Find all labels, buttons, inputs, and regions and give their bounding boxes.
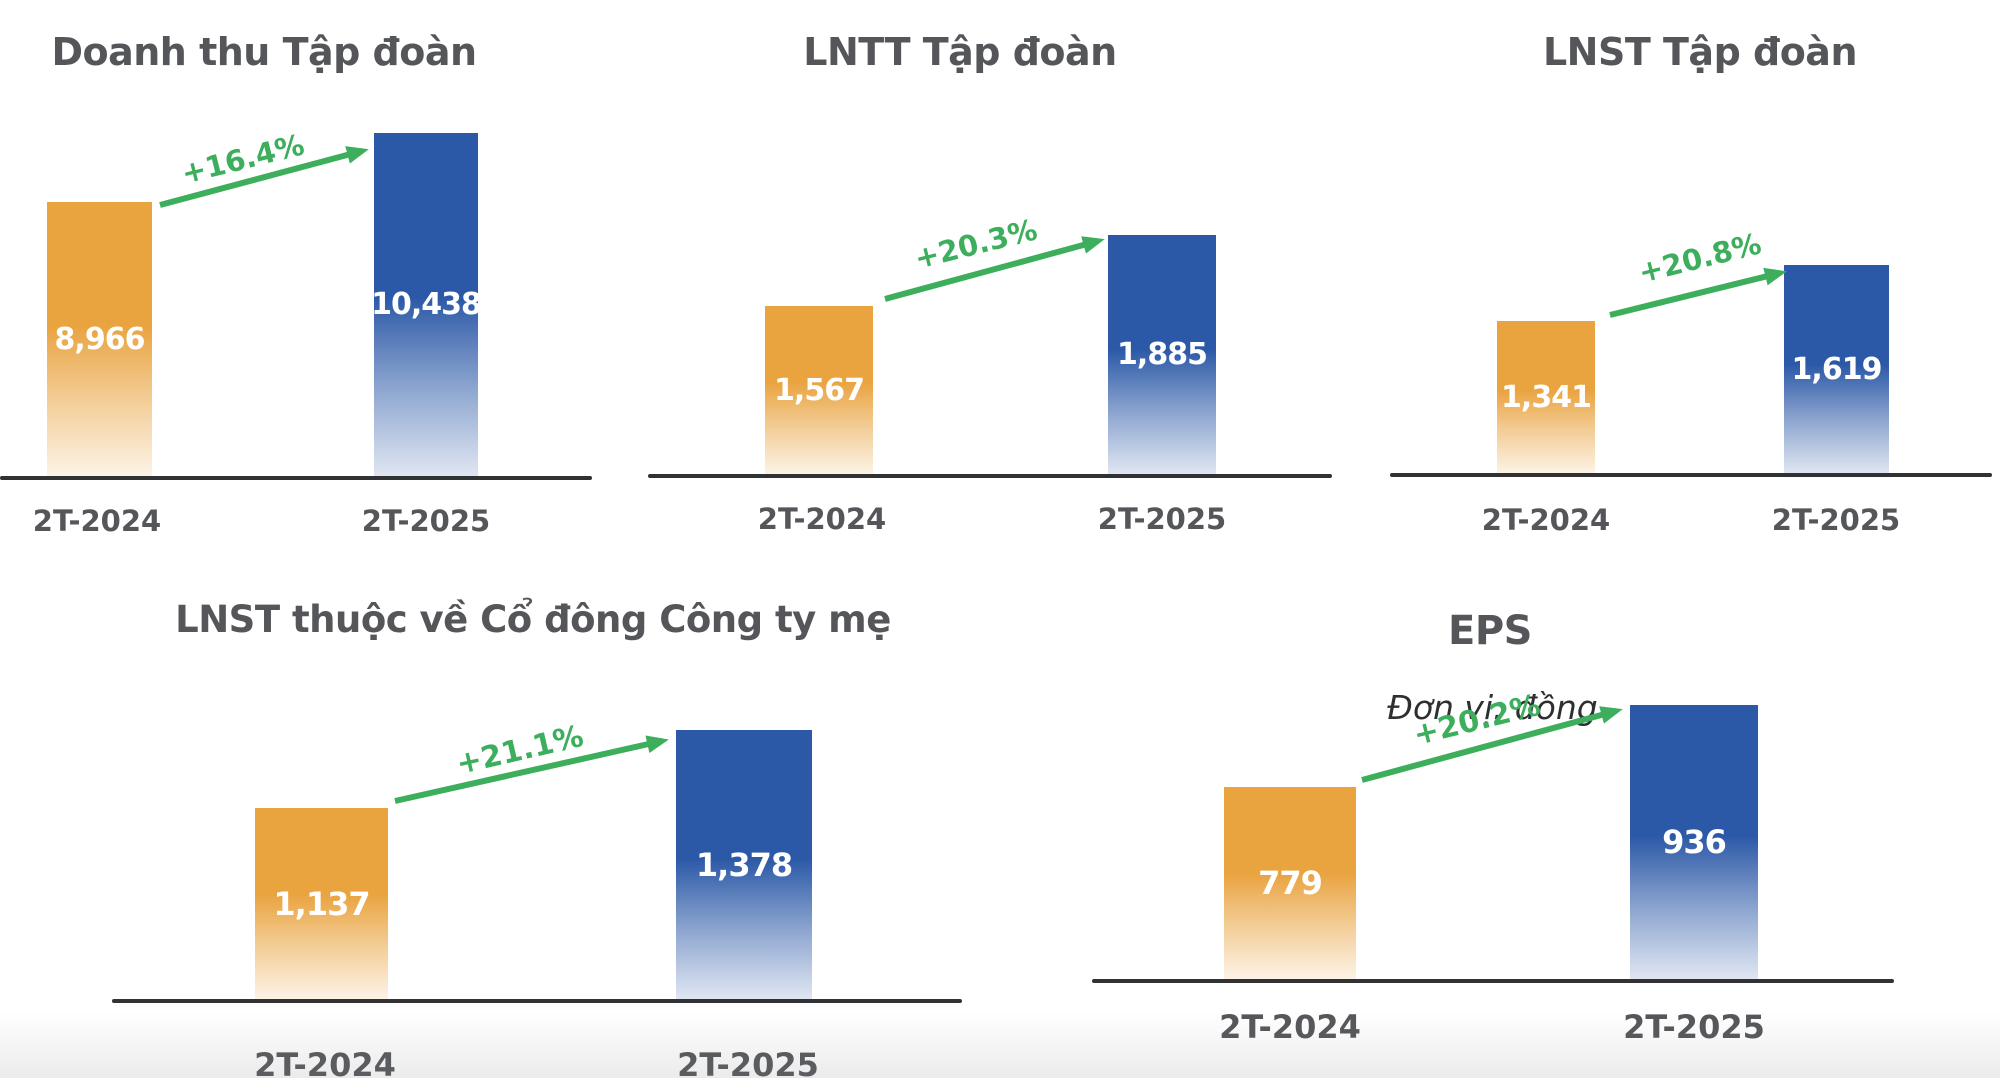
x-axis-line [1390,473,1992,477]
x-axis-line [112,999,962,1003]
chart-title: Doanh thu Tập đoàn [51,30,477,74]
bar-value-label: 936 [1662,823,1727,861]
bar-value-label: 8,966 [54,321,146,357]
bar-2t-2024: 1,567 [765,306,873,474]
bar-value-label: 1,619 [1791,351,1883,387]
x-axis-label-2t-2024: 2T-2024 [254,1046,396,1078]
bar-value-label: 1,885 [1117,337,1208,372]
x-axis-label-2t-2025: 2T-2025 [1771,503,1901,537]
bar-2t-2024: 1,137 [255,808,388,999]
chart-title: LNST thuộc về Cổ đông Công ty mẹ [175,598,891,641]
bar-value-label: 1,378 [695,845,793,884]
growth-arrow-icon [1609,267,1787,318]
x-axis-line [1092,979,1894,983]
bar-2t-2024: 8,966 [47,202,152,476]
x-axis-label-2t-2024: 2T-2024 [1219,1008,1361,1046]
chart-title: LNTT Tập đoàn [803,30,1117,74]
x-axis-label-2t-2025: 2T-2025 [361,504,491,538]
growth-arrow-icon [884,236,1105,302]
bar-value-label: 10,438 [371,287,482,322]
bar-value-label: 779 [1258,864,1323,902]
x-axis-label-2t-2024: 2T-2024 [32,504,162,538]
bar-value-label: 1,137 [273,884,370,923]
x-axis-label-2t-2024: 2T-2024 [1481,503,1611,537]
bar-2t-2025: 1,885 [1108,235,1216,474]
growth-arrow-icon [394,735,669,804]
growth-arrow-icon [159,146,369,208]
bar-2t-2024: 1,341 [1497,321,1595,473]
bar-2t-2025: 1,619 [1784,265,1889,473]
bar-value-label: 1,567 [774,372,865,408]
chart-title: LNST Tập đoàn [1542,30,1858,74]
chart-title: EPS [1448,608,1532,654]
x-axis-label-2t-2025: 2T-2025 [1623,1008,1765,1046]
x-axis-line [0,476,592,480]
bar-2t-2024: 779 [1224,787,1356,979]
bar-2t-2025: 936 [1630,705,1758,979]
growth-arrow-icon [1361,706,1623,783]
chart-unit-note: Đơn vị: đồng [1387,688,1598,727]
x-axis-label-2t-2025: 2T-2025 [1097,502,1227,536]
bar-value-label: 1,341 [1501,379,1592,415]
bar-2t-2025: 10,438 [371,133,482,476]
x-axis-line [648,474,1332,478]
x-axis-label-2t-2025: 2T-2025 [677,1046,819,1078]
bar-2t-2025: 1,378 [676,730,812,999]
x-axis-label-2t-2024: 2T-2024 [757,502,887,536]
